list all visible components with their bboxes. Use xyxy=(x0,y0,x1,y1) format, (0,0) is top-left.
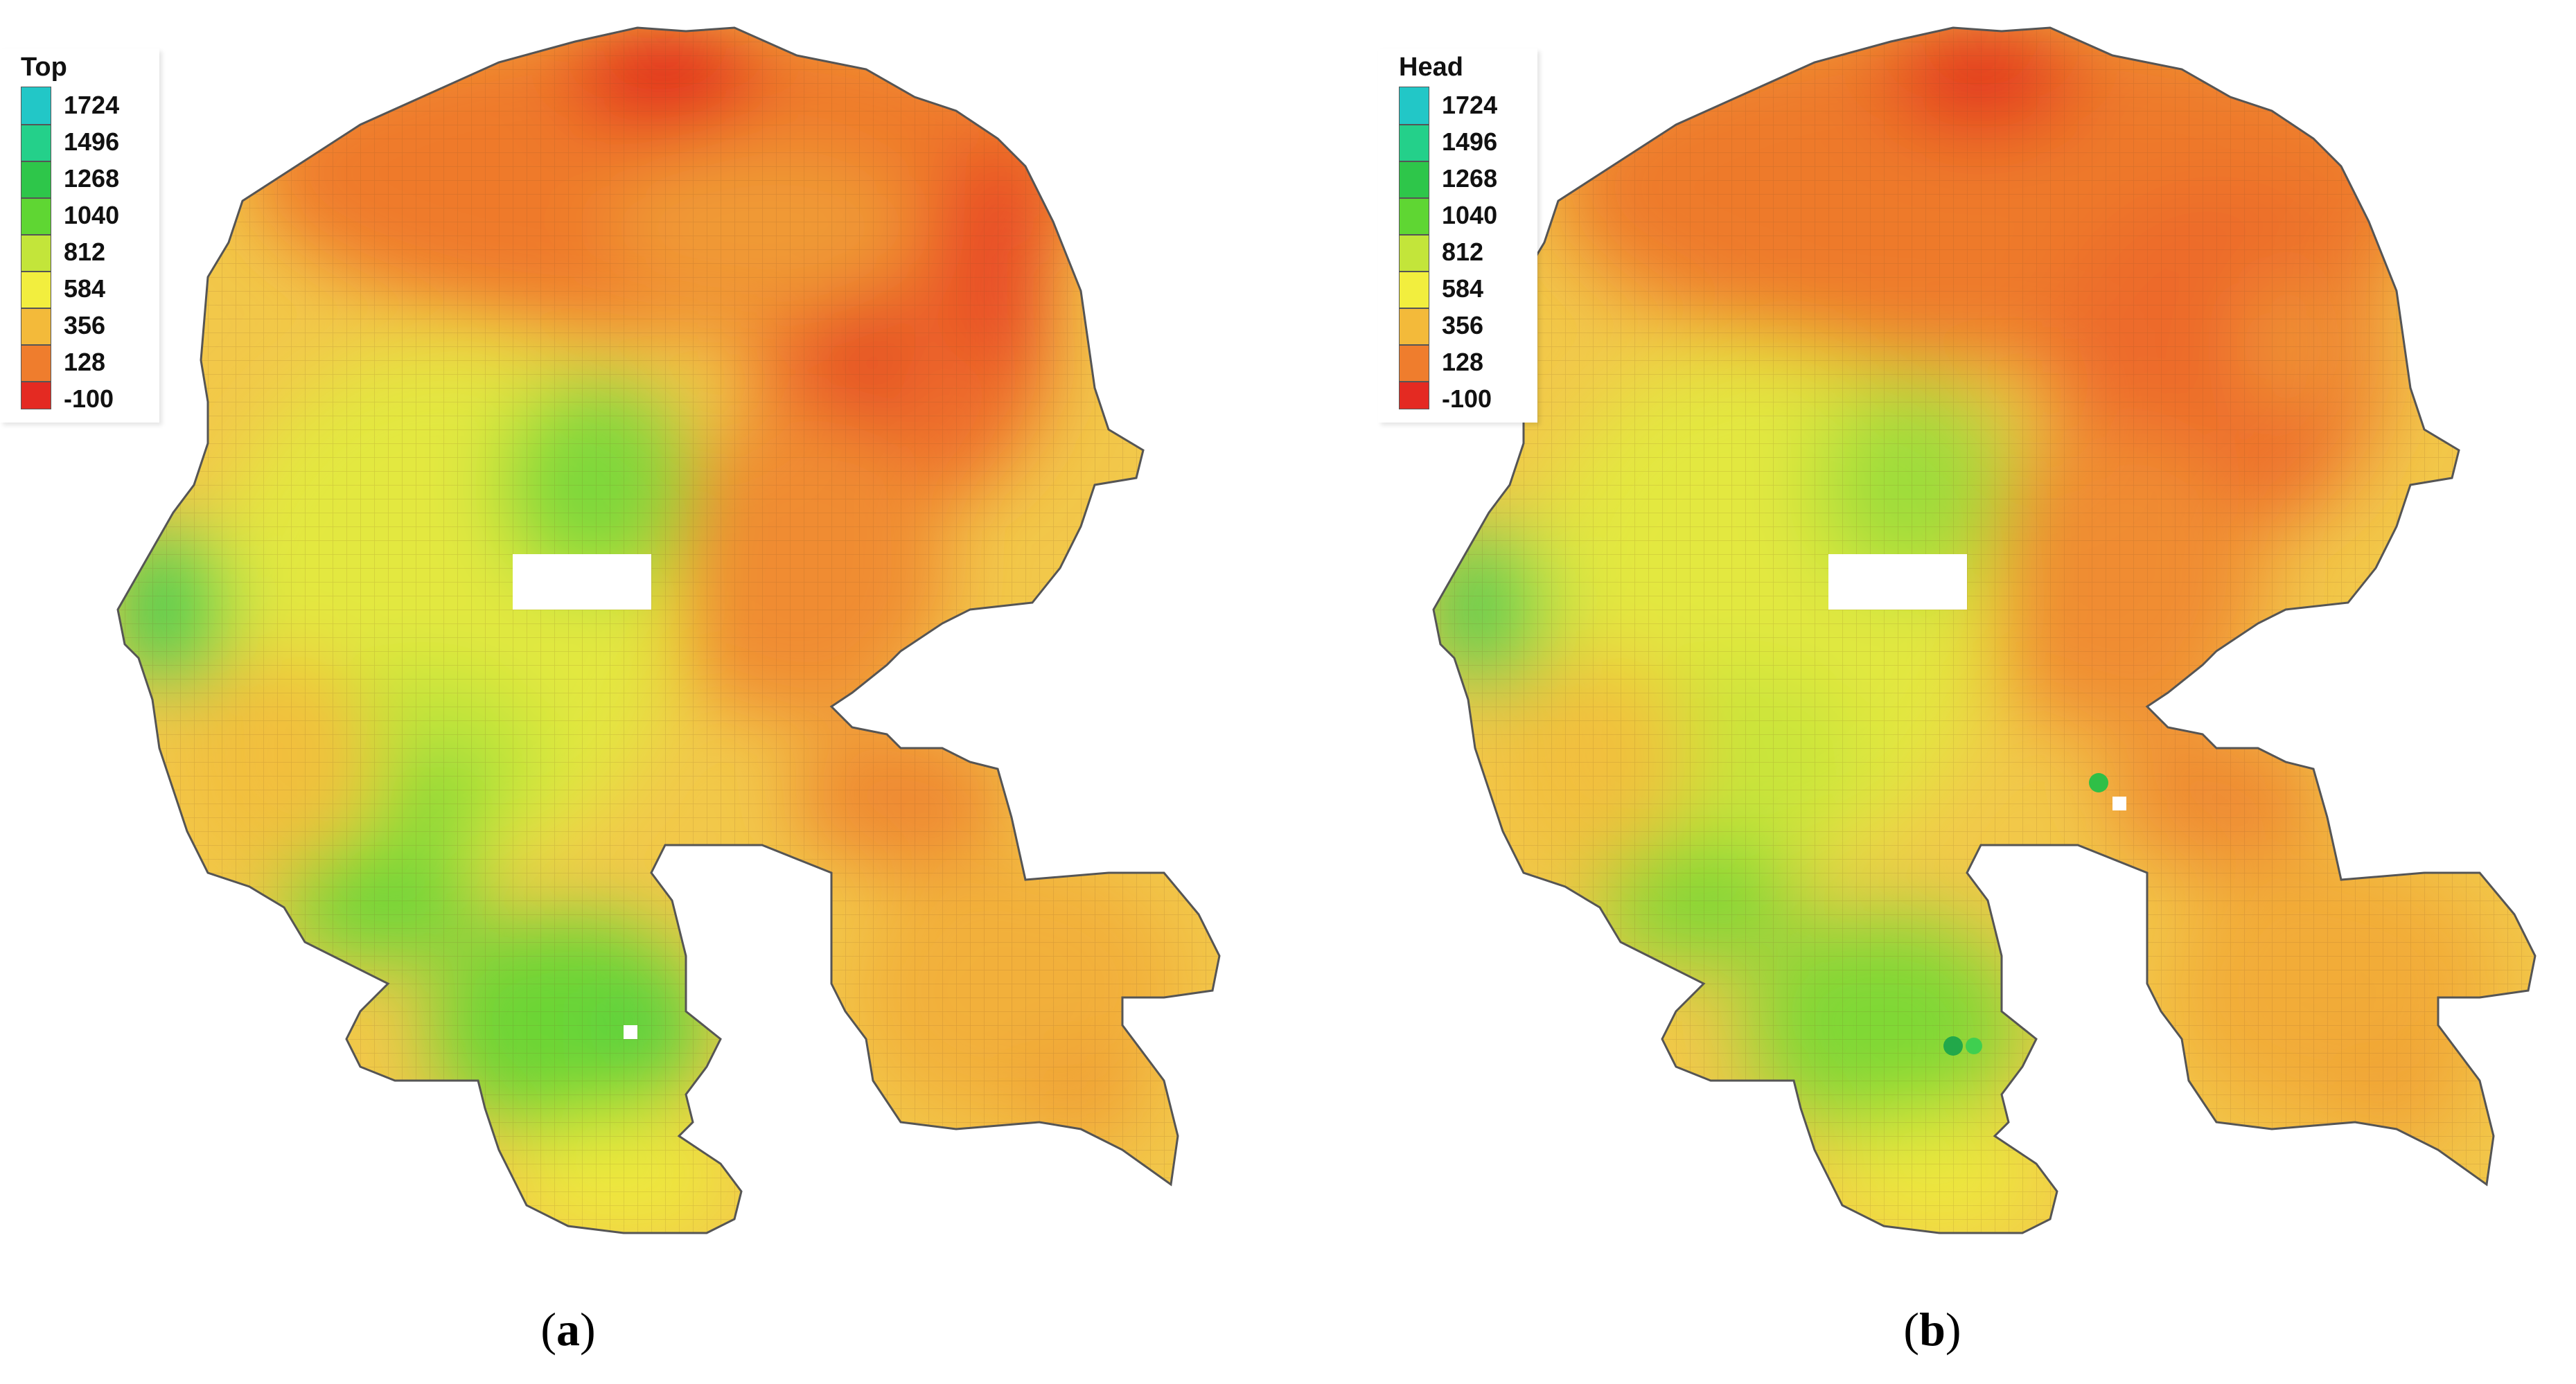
panel-caption: (b) xyxy=(1903,1302,1961,1357)
map-b xyxy=(1432,26,2537,1234)
legend-label: 812 xyxy=(64,238,106,266)
legend-label: 1496 xyxy=(1442,127,1498,156)
legend-label: 1040 xyxy=(64,201,120,229)
legend-label: 1268 xyxy=(64,164,120,193)
legend-swatch xyxy=(1399,125,1429,161)
caption-open: ( xyxy=(1903,1303,1920,1356)
legend-title: Head xyxy=(1399,53,1463,82)
legend-swatch xyxy=(1399,308,1429,345)
map-panel-a: Top 1724 1496 1268 1040 812 584 356 128 … xyxy=(0,26,1221,1357)
map-a xyxy=(116,26,1221,1234)
legend-swatch xyxy=(1399,382,1429,409)
legend-swatch xyxy=(21,308,51,345)
legend-label: 584 xyxy=(64,274,106,303)
legend: Head 1724 1496 1268 1040 812 584 356 128… xyxy=(1378,48,1537,423)
legend-label: 1040 xyxy=(1442,201,1498,229)
legend-swatch xyxy=(21,125,51,161)
legend-swatch xyxy=(1399,235,1429,272)
map-panel-b: Head 1724 1496 1268 1040 812 584 356 128… xyxy=(1288,0,2576,1384)
legend-swatch xyxy=(1399,87,1429,125)
legend-swatch xyxy=(1399,161,1429,198)
caption-close: ) xyxy=(1945,1303,1961,1356)
legend-swatch xyxy=(21,272,51,308)
caption-open: ( xyxy=(540,1303,556,1356)
legend-swatch xyxy=(21,382,51,409)
legend-label: -100 xyxy=(1442,384,1492,413)
legend-swatch xyxy=(21,198,51,235)
legend-label: 1268 xyxy=(1442,164,1498,193)
caption-close: ) xyxy=(580,1303,596,1356)
panel-caption: (a) xyxy=(540,1302,595,1357)
legend-label: 1496 xyxy=(64,127,120,156)
legend-label: 128 xyxy=(64,348,106,376)
legend: Top 1724 1496 1268 1040 812 584 356 128 … xyxy=(0,48,159,423)
legend-label: 812 xyxy=(1442,238,1484,266)
legend-swatch xyxy=(21,345,51,382)
caption-letter: b xyxy=(1919,1303,1946,1356)
legend-label: 1724 xyxy=(64,91,120,119)
legend-title: Top xyxy=(21,53,67,82)
legend-label: -100 xyxy=(64,384,114,413)
legend-label: 584 xyxy=(1442,274,1484,303)
legend-swatch xyxy=(1399,198,1429,235)
legend-swatch xyxy=(21,235,51,272)
legend-swatch xyxy=(1399,272,1429,308)
legend-label: 356 xyxy=(64,311,106,339)
legend-label: 128 xyxy=(1442,348,1484,376)
legend-swatch xyxy=(1399,345,1429,382)
legend-label: 356 xyxy=(1442,311,1484,339)
caption-letter: a xyxy=(556,1303,580,1356)
legend-label: 1724 xyxy=(1442,91,1498,119)
legend-swatch xyxy=(21,87,51,125)
legend-swatch xyxy=(21,161,51,198)
